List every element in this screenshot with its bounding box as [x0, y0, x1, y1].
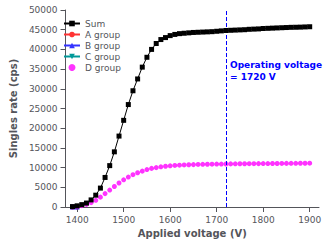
svg-text:Applied voltage (V): Applied voltage (V) [138, 228, 247, 239]
svg-text:1900: 1900 [298, 215, 321, 225]
svg-text:Operating voltage: Operating voltage [230, 60, 322, 70]
svg-text:50000: 50000 [29, 5, 58, 15]
svg-text:1500: 1500 [112, 215, 135, 225]
svg-text:45000: 45000 [29, 25, 58, 35]
svg-text:B group: B group [85, 41, 120, 51]
svg-text:Singles rate (cps): Singles rate (cps) [8, 59, 19, 158]
svg-text:D group: D group [85, 63, 121, 73]
svg-text:1400: 1400 [66, 215, 89, 225]
svg-text:= 1720 V: = 1720 V [230, 72, 276, 82]
svg-text:1700: 1700 [205, 215, 228, 225]
svg-text:30000: 30000 [29, 84, 58, 94]
svg-text:C group: C group [85, 52, 121, 62]
svg-text:0: 0 [52, 202, 58, 212]
svg-text:1800: 1800 [252, 215, 275, 225]
svg-text:25000: 25000 [29, 104, 58, 114]
svg-text:35000: 35000 [29, 64, 58, 74]
svg-text:10000: 10000 [29, 163, 58, 173]
svg-text:5000: 5000 [35, 182, 58, 192]
svg-text:20000: 20000 [29, 123, 58, 133]
svg-text:A group: A group [85, 30, 120, 40]
svg-text:15000: 15000 [29, 143, 58, 153]
svg-text:Sum: Sum [85, 19, 105, 29]
svg-text:40000: 40000 [29, 44, 58, 54]
svg-text:1600: 1600 [159, 215, 182, 225]
